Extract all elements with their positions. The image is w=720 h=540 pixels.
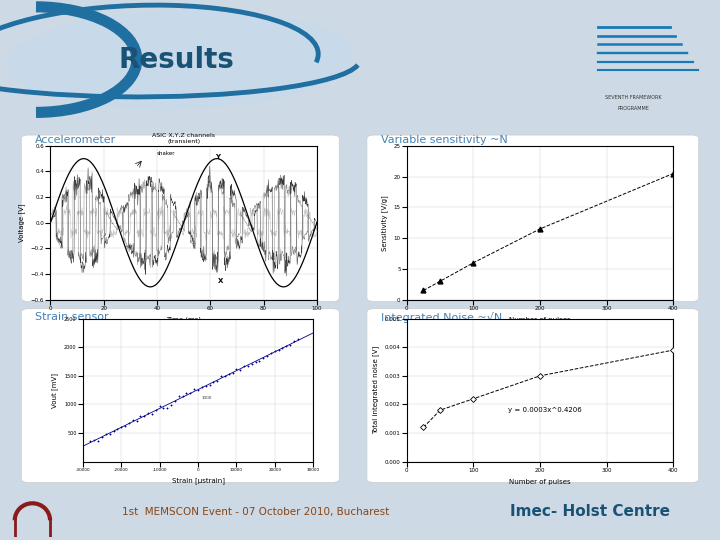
FancyBboxPatch shape [367,135,698,301]
Point [215,372,227,381]
Point [269,347,281,355]
Text: 1st  MEMSCON Event - 07 October 2010, Bucharest: 1st MEMSCON Event - 07 October 2010, Buc… [122,507,390,517]
Point [135,412,146,421]
X-axis label: Number of pulses: Number of pulses [509,478,571,484]
Point [227,369,238,377]
Point [131,417,143,426]
Point [192,386,204,394]
Text: y = 0.0003x^0.4206: y = 0.0003x^0.4206 [508,407,582,413]
Point [161,403,173,412]
Text: Accelerometer: Accelerometer [35,135,117,145]
Text: X: X [218,278,224,284]
Point [108,427,120,435]
FancyBboxPatch shape [22,309,339,482]
Point [150,406,161,415]
Text: 1000: 1000 [202,396,212,400]
Point [204,380,215,389]
Point [158,404,169,413]
Point [89,435,100,444]
Point [238,362,250,370]
Point [92,436,104,445]
Y-axis label: Vout [mV]: Vout [mV] [52,373,58,408]
Text: Y: Y [215,153,220,160]
Point [127,416,138,424]
Text: Results: Results [119,45,234,73]
Text: shaker: shaker [157,151,176,156]
Point [223,369,235,378]
Point [104,430,115,438]
Text: SEVENTH FRAMEWORK: SEVENTH FRAMEWORK [606,94,662,100]
Point [196,382,207,391]
Point [143,409,154,418]
Point [250,357,261,366]
Text: Imec- Holst Centre: Imec- Holst Centre [510,504,670,519]
Point [169,396,181,405]
Text: PROGRAMME: PROGRAMME [618,105,649,111]
Point [166,401,177,410]
Point [115,423,127,431]
Point [173,392,184,400]
X-axis label: Strain [μstrain]: Strain [μstrain] [171,477,225,484]
Point [123,418,135,427]
Point [85,436,96,445]
Point [273,346,284,354]
Point [276,344,288,353]
Point [100,430,112,438]
Point [235,366,246,374]
Y-axis label: Voltage [V]: Voltage [V] [19,204,25,242]
Text: Strain sensor: Strain sensor [35,312,109,322]
FancyBboxPatch shape [367,309,698,482]
Y-axis label: Sensitivity [V/g]: Sensitivity [V/g] [382,195,388,251]
Point [212,376,223,385]
Point [253,356,265,365]
Point [184,389,196,397]
Point [154,402,166,410]
Point [189,385,200,394]
Point [219,372,230,380]
X-axis label: Number of pulses: Number of pulses [509,316,571,322]
Point [284,341,296,349]
Point [230,364,242,373]
Point [207,377,219,386]
Point [181,389,192,397]
FancyBboxPatch shape [22,135,339,301]
Point [177,391,189,400]
Ellipse shape [6,10,354,109]
Point [246,360,258,369]
Point [261,352,273,360]
Text: Variable sensitivity ~N: Variable sensitivity ~N [381,135,508,145]
Point [242,361,253,370]
Point [265,349,276,357]
Point [146,409,158,418]
Point [292,335,304,343]
Point [281,341,292,350]
Text: Integrated Noise ~√N: Integrated Noise ~√N [381,312,502,323]
Point [112,425,123,434]
Point [120,421,131,430]
Point [258,354,269,362]
Point [138,411,150,420]
Point [288,337,300,346]
Point [96,433,108,441]
Y-axis label: Total integrated noise [V]: Total integrated noise [V] [372,346,379,434]
Point [200,382,212,390]
Title: ASIC X,Y,Z channels
(transient): ASIC X,Y,Z channels (transient) [152,133,215,144]
X-axis label: Time (ms): Time (ms) [166,316,201,323]
